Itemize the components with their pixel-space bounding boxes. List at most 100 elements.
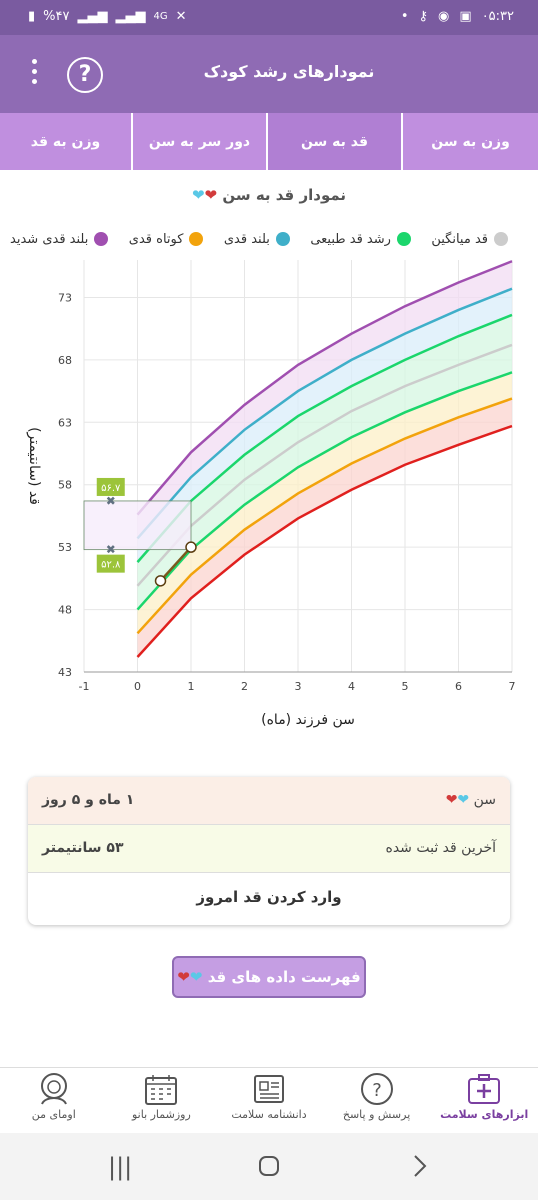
tab-head-for-age[interactable]: دور سر به سن	[133, 113, 268, 170]
percentile-band	[137, 398, 512, 658]
x-tick-label: 4	[348, 680, 355, 693]
question-bubble-icon: ?	[360, 1073, 393, 1105]
status-bar: ▮ %۴۷ ▂▄▆ ▂▄▆ 4G ✕ • ⚷ ◉ ▣ ۰۵:۳۲	[0, 0, 538, 35]
reference-marker: ✖	[106, 494, 116, 508]
medical-kit-icon	[468, 1074, 501, 1104]
reference-label-box	[96, 477, 125, 496]
height-list-label: فهرست داده های قد	[207, 968, 361, 986]
percentile-band	[137, 261, 512, 539]
percentile-line	[136, 397, 513, 635]
app-icon: ◉	[438, 9, 450, 24]
y-axis-label: قد (سانتیمتر)	[26, 427, 42, 505]
age-label: سن ❤❤	[445, 792, 496, 808]
bottom-nav: ابزارهای سلامت ? پرسش و پاسخ دانشنامه سل…	[0, 1067, 538, 1133]
enter-height-button[interactable]: وارد کردن قد امروز	[196, 888, 342, 906]
y-tick-label: 58	[58, 479, 72, 492]
child-measurement-point	[185, 541, 197, 553]
tab-height-for-age[interactable]: قد به سن	[268, 113, 403, 170]
height-value: ۵۳ سانتیمتر	[42, 840, 124, 856]
nav-profile[interactable]: اومای من	[9, 1068, 99, 1133]
system-nav: |||	[0, 1133, 538, 1200]
status-left: ▮ %۴۷ ▂▄▆ ▂▄▆ 4G ✕	[28, 9, 187, 25]
signal-icon: ▂▄▆	[77, 9, 108, 24]
clock: ۰۵:۳۲	[481, 9, 514, 24]
child-measurement-point	[154, 575, 167, 587]
age-row: سن ❤❤ ۱ ماه و ۵ روز	[28, 777, 510, 825]
percentile-line	[136, 343, 513, 587]
svg-text:?: ?	[372, 1080, 382, 1101]
nav-health-tools[interactable]: ابزارهای سلامت	[439, 1068, 529, 1133]
legend-dot	[396, 232, 411, 246]
reference-range-box	[83, 500, 192, 551]
image-icon: ▣	[459, 9, 472, 24]
nav-label: دانشنامه سلامت	[231, 1108, 307, 1121]
legend-dot	[94, 232, 109, 246]
nav-questions[interactable]: ? پرسش و پاسخ	[332, 1068, 422, 1133]
back-icon[interactable]	[412, 1153, 428, 1185]
x-axis-label: سن فرزند (ماه)	[261, 712, 355, 728]
chart-tabs: وزن به قد دور سر به سن قد به سن وزن به س…	[0, 113, 538, 170]
reference-label-box	[96, 554, 125, 573]
battery-level: %۴۷	[43, 9, 70, 24]
help-icon[interactable]: ?	[67, 57, 103, 93]
heart-icon: ❤	[204, 186, 218, 204]
percentile-band	[137, 314, 512, 586]
y-tick-label: 48	[58, 604, 72, 617]
legend-item: رشد قد طبیعی	[310, 229, 411, 249]
home-icon[interactable]	[258, 1155, 280, 1183]
x-tick-label: 3	[295, 680, 302, 693]
legend-label: بلند قدی	[223, 231, 270, 247]
dot-icon: •	[400, 9, 409, 24]
reference-marker: ✖	[106, 543, 116, 557]
legend-label: رشد قد طبیعی	[310, 231, 391, 247]
chart-title-text: نمودار قد به سن	[222, 186, 347, 204]
percentile-line	[136, 260, 513, 516]
blue-heart-icon: ❤	[457, 792, 470, 808]
chart-legend: بلند قدی شدید کوتاه قدی بلند قدی رشد قد طبی…	[10, 229, 508, 249]
calendar-icon	[145, 1075, 178, 1105]
x-tick-label: 0	[134, 680, 141, 693]
legend-dot	[189, 232, 204, 246]
status-right: • ⚷ ◉ ▣ ۰۵:۳۲	[401, 9, 514, 25]
nav-label: روزشمار بانو	[131, 1108, 191, 1121]
app-bar: ? نمودارهای رشد کودک	[0, 35, 538, 113]
recents-icon[interactable]: |||	[108, 1153, 133, 1181]
signal-icon-2: ▂▄▆	[115, 9, 146, 24]
more-vert-icon[interactable]	[28, 59, 40, 89]
info-card: سن ❤❤ ۱ ماه و ۵ روز آخرین قد ثبت شده ۵۳ …	[28, 777, 510, 925]
legend-label: بلند قدی شدید	[10, 231, 89, 247]
legend-item: بلند قدی	[224, 229, 290, 249]
legend-dot	[494, 232, 508, 246]
nav-label: پرسش و پاسخ	[342, 1108, 411, 1121]
percentile-line	[136, 371, 513, 611]
chart-title: نمودار قد به سن ❤❤	[0, 186, 538, 204]
legend-item: قد میانگین	[431, 229, 508, 249]
key-icon: ⚷	[418, 9, 429, 24]
x-tick-label: -1	[79, 680, 90, 693]
reference-label: ۵۲.۸	[101, 560, 121, 571]
height-list-button[interactable]: فهرست داده های قد ❤❤	[172, 956, 366, 998]
blue-heart-icon: ❤	[189, 968, 203, 986]
y-tick-label: 68	[58, 354, 72, 367]
y-tick-label: 73	[58, 291, 72, 304]
tab-weight-for-height[interactable]: وزن به قد	[0, 113, 133, 170]
mute-icon: ✕	[175, 9, 187, 24]
x-tick-label: 7	[509, 680, 516, 693]
nav-encyclopedia[interactable]: دانشنامه سلامت	[224, 1068, 314, 1133]
page-title: نمودارهای رشد کودک	[203, 62, 375, 81]
heart-icon: ❤	[445, 792, 458, 808]
x-tick-label: 6	[455, 680, 462, 693]
nav-calendar[interactable]: روزشمار بانو	[116, 1068, 206, 1133]
x-tick-label: 1	[188, 680, 195, 693]
blue-heart-icon: ❤	[191, 186, 205, 204]
legend-label: قد میانگین	[431, 231, 488, 247]
tab-weight-for-age[interactable]: وزن به سن	[431, 133, 510, 150]
woman-avatar-icon	[40, 1073, 67, 1105]
percentile-line	[136, 287, 513, 540]
percentile-band	[137, 288, 512, 563]
reference-label: ۵۶.۷	[101, 483, 121, 494]
legend-label: کوتاه قدی	[128, 231, 184, 247]
legend-dot	[275, 232, 290, 246]
x-tick-label: 5	[402, 680, 409, 693]
